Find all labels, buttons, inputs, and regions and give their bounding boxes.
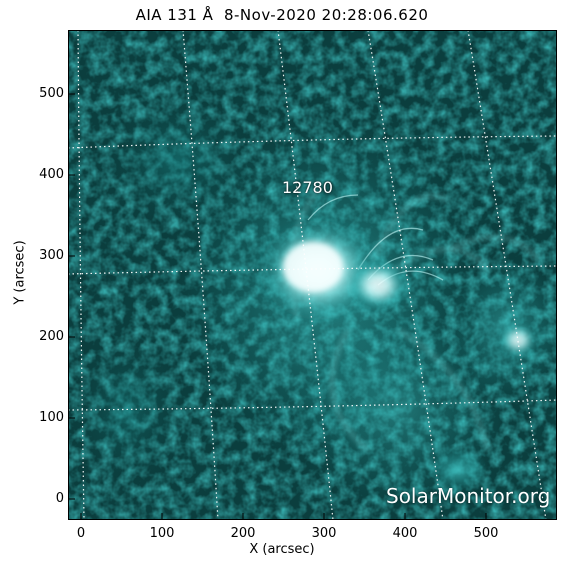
aia-131-image [68,30,557,520]
x-tick-label: 100 [149,526,175,541]
y-tick-label: 100 [39,410,64,425]
x-tick-label: 400 [392,526,418,541]
active-region-label: 12780 [282,178,333,197]
y-axis-title: Y (arcsec) [12,240,28,305]
watermark-text: SolarMonitor.org [386,484,551,508]
y-tick-label: 400 [39,167,64,182]
x-axis-title: X (arcsec) [249,542,315,557]
image-title: AIA 131 Å 8-Nov-2020 20:28:06.620 [135,6,429,24]
y-tick-label: 0 [55,491,64,506]
x-tick-label: 500 [473,526,499,541]
x-tick-label: 0 [76,526,86,541]
y-tick-label: 500 [39,86,64,101]
x-tick-label: 300 [311,526,337,541]
y-tick-label: 300 [39,248,64,263]
x-tick-label: 200 [230,526,256,541]
solar-image [68,30,557,520]
y-tick-label: 200 [39,329,64,344]
